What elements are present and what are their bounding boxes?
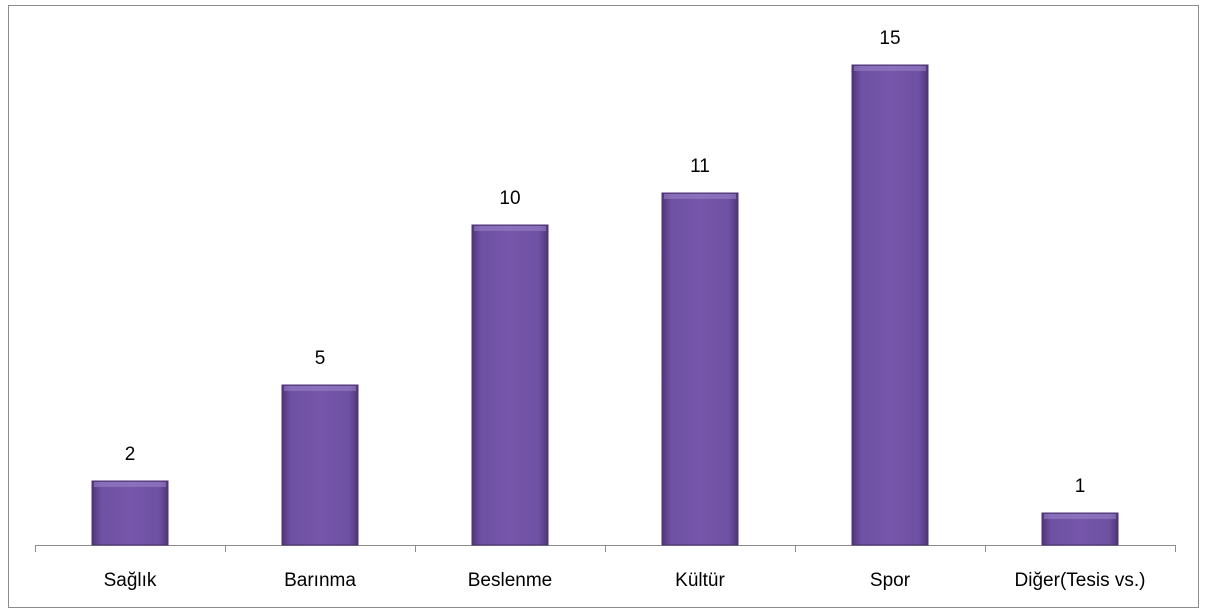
bar-bevel	[94, 482, 166, 487]
data-label: 10	[499, 188, 520, 209]
bar-bevel	[1044, 514, 1116, 519]
bar-bevel	[854, 66, 926, 71]
data-label: 5	[315, 348, 326, 369]
bar	[471, 224, 549, 546]
x-tick-label: Sağlık	[104, 570, 157, 591]
x-tick-label: Barınma	[284, 570, 356, 591]
data-label: 11	[690, 156, 710, 177]
x-tick-label: Spor	[870, 570, 911, 591]
data-label: 1	[1075, 476, 1086, 497]
bar	[91, 480, 169, 546]
x-tick-label: Beslenme	[468, 570, 553, 591]
bar	[281, 384, 359, 546]
bar-bevel	[284, 386, 356, 391]
bar-bevel	[664, 194, 736, 199]
x-tick-label: Diğer(Tesis vs.)	[1015, 570, 1146, 591]
bar	[661, 192, 739, 546]
x-tick-label: Kültür	[675, 570, 725, 591]
data-label: 15	[879, 28, 900, 49]
bar	[851, 64, 929, 546]
bar-bevel	[474, 226, 546, 231]
data-label: 2	[125, 444, 136, 465]
chart-frame	[8, 5, 1199, 608]
